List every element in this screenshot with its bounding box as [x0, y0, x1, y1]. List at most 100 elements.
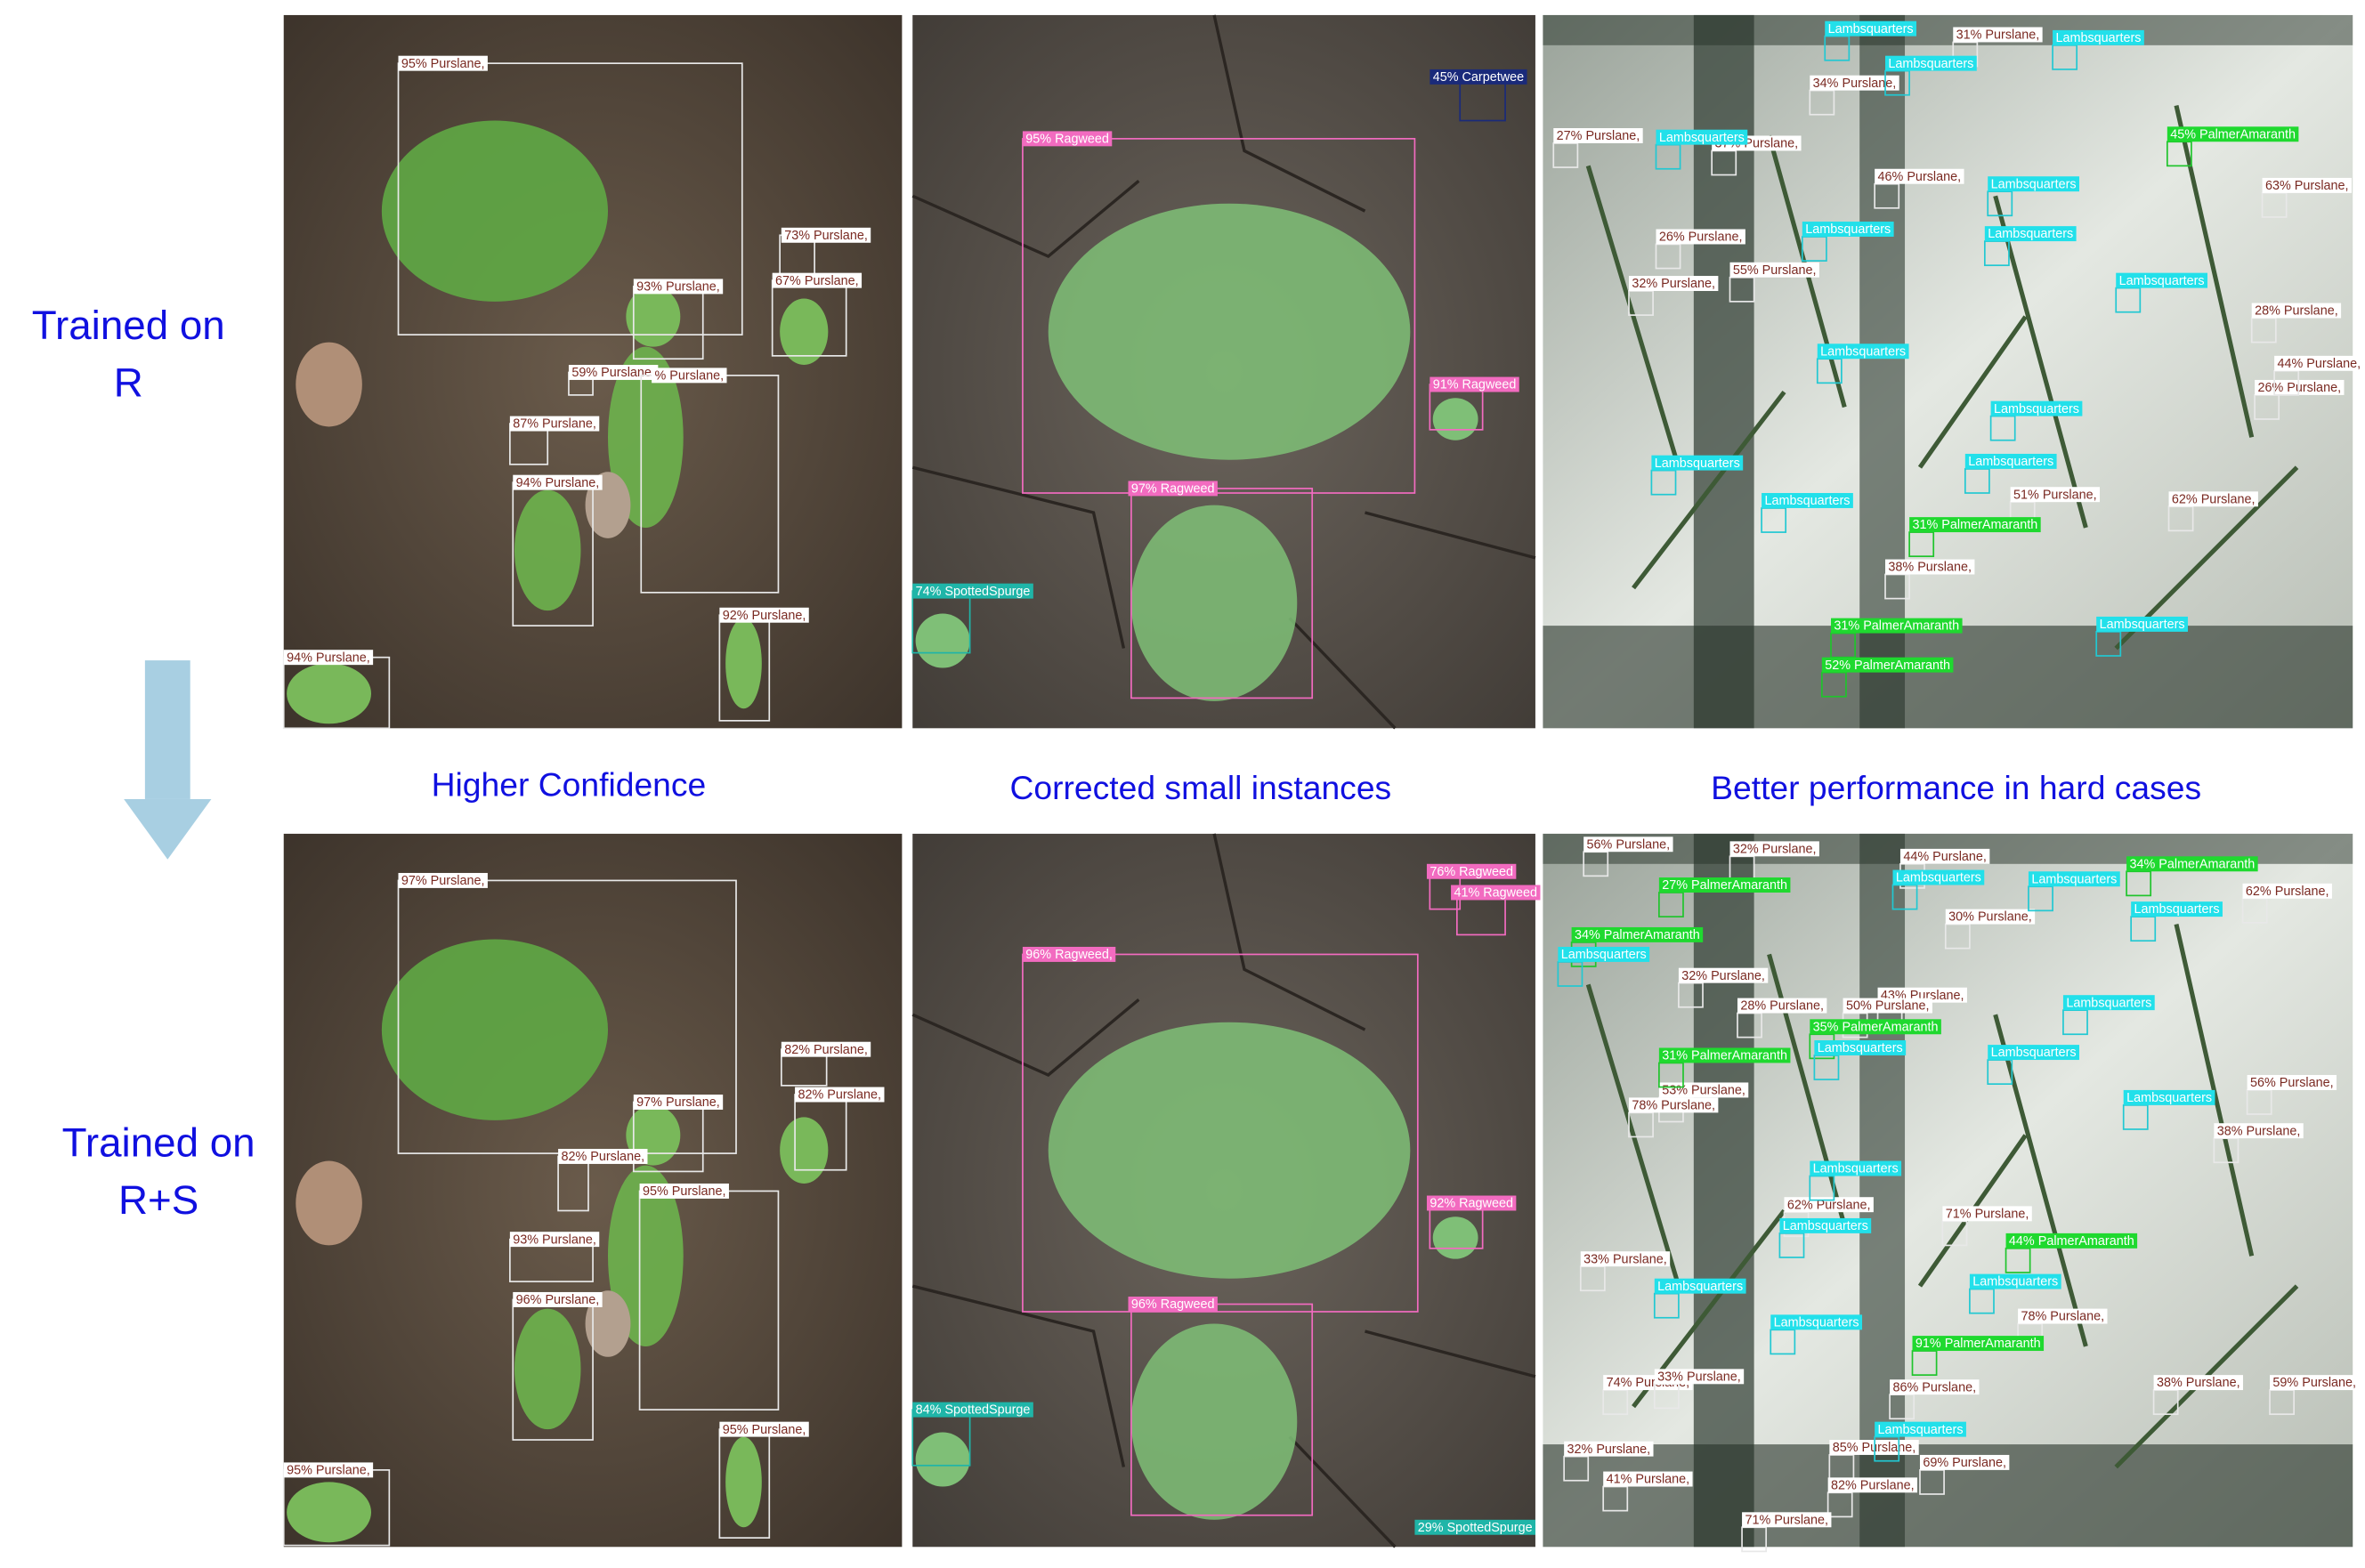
label-background [795, 1087, 885, 1103]
detection: 71% Purslane, [1941, 1206, 2032, 1247]
detection: 45% Carpetwee [1430, 69, 1527, 122]
label-background [1654, 1369, 1745, 1385]
photo [911, 832, 1537, 1548]
detection-label: Lambsquarters [2119, 274, 2205, 288]
detection: Lambsquarters [1650, 455, 1744, 496]
detection: 38% Purslane, [2213, 1123, 2304, 1164]
detection-label: Lambsquarters [1968, 455, 2053, 469]
bounding-box [1821, 671, 1847, 698]
detection-label: 51% Purslane, [2013, 488, 2097, 502]
detection-label: 32% Purslane, [1567, 1443, 1651, 1457]
label-background [2251, 303, 2342, 319]
label-background [1580, 1251, 1671, 1267]
detection-label: 91% Ragweed [1433, 378, 1517, 392]
label-background [1892, 869, 1985, 885]
detection-label: Lambsquarters [1783, 1219, 1868, 1233]
label-background [1810, 75, 1899, 91]
label-background [2262, 177, 2352, 193]
detection-label: 69% Purslane, [1923, 1456, 2006, 1470]
caption: Higher Confidence [432, 766, 707, 804]
detection: 33% Purslane, [1579, 1251, 1671, 1292]
detection-label: 74% SpottedSpurge [916, 585, 1031, 599]
label-background [1875, 1421, 1966, 1437]
label-background [1969, 1273, 2061, 1289]
detection-label: 45% Carpetwee [1433, 70, 1524, 85]
label-background [1831, 618, 1963, 634]
detection-label: 82% Purslane, [798, 1088, 881, 1103]
label-background [1779, 1217, 1872, 1233]
photo [911, 13, 1537, 731]
detection-label: 35% PalmerAmaranth [1813, 1020, 1939, 1034]
label-background [1656, 229, 1745, 245]
label-background [781, 227, 871, 243]
detection-label: 63% Purslane, [2265, 179, 2349, 193]
detection: 94% Purslane, [512, 474, 603, 626]
detection: 32% Purslane, [1563, 1441, 1654, 1482]
detection-label: 27% Purslane, [1557, 129, 1640, 143]
caption: Corrected small instances [1009, 769, 1391, 806]
detection-label: 56% Purslane, [1587, 837, 1671, 852]
detection: Lambsquarters [2052, 29, 2144, 70]
detection: 63% Purslane, [2261, 177, 2352, 218]
label-background [1821, 657, 1954, 673]
label-background [1571, 926, 1704, 942]
detection-label: 44% PalmerAmaranth [2009, 1234, 2134, 1249]
detection-label: 52% PalmerAmaranth [1825, 659, 1950, 673]
detection-label: 32% Purslane, [1681, 969, 1765, 983]
label-background [719, 607, 809, 623]
bounding-box [1130, 1303, 1314, 1516]
detection: 82% Purslane, [780, 1041, 871, 1087]
detection: 28% Purslane, [2250, 303, 2342, 344]
detection: Lambsquarters [1969, 1273, 2061, 1314]
row-label: Trained on [62, 1119, 255, 1165]
label-background [1628, 1097, 1719, 1113]
detection: Lambsquarters [1987, 176, 2079, 217]
label-background [2214, 1123, 2304, 1139]
detection-label: 82% Purslane, [1831, 1478, 1915, 1492]
detection-label: 97% Purslane, [401, 874, 485, 888]
detection: 95% Purslane, [282, 1462, 391, 1547]
label-background [2270, 1375, 2360, 1391]
detection: 76% Ragweed [1426, 863, 1517, 910]
detection: 96% Ragweed [1128, 1297, 1314, 1516]
detection-label: 26% Purslane, [2257, 381, 2341, 395]
detection-label: 31% PalmerAmaranth [1662, 1049, 1787, 1063]
detection: Lambsquarters [1761, 493, 1853, 533]
detection: 95% Purslane, [718, 1421, 809, 1539]
label-background [1426, 863, 1517, 879]
label-background [1810, 1019, 1941, 1035]
detection: 32% Purslane, [1628, 276, 1719, 316]
detection: 84% SpottedSpurge [911, 1402, 1033, 1467]
label-background [1814, 1040, 1907, 1055]
detection: 59% Purslane, [568, 365, 659, 396]
detection: 32% Purslane, [1678, 967, 1769, 1008]
label-background [781, 1041, 871, 1057]
detection: 31% Purslane, [1952, 27, 2043, 68]
label-background [2274, 355, 2364, 371]
label-background [1128, 1297, 1218, 1312]
label-background [1912, 1336, 2045, 1352]
detection-label: Lambsquarters [2031, 872, 2117, 886]
label-background [1885, 559, 1975, 575]
detection-label: 94% Purslane, [516, 476, 600, 490]
label-background [513, 474, 603, 490]
detection: 26% Purslane, [1655, 229, 1745, 270]
detection-label: Lambsquarters [1888, 57, 1973, 71]
label-background [2116, 272, 2208, 288]
label-background [1658, 877, 1791, 893]
detection-label: 31% PalmerAmaranth [1834, 619, 1959, 634]
detection: 87% Purslane, [509, 416, 600, 465]
detection-label: Lambsquarters [1991, 1046, 2077, 1060]
detection: 93% Purslane, [632, 279, 724, 360]
detection-label: Lambsquarters [1994, 402, 2079, 416]
detection: 95% Ragweed [1022, 131, 1416, 494]
label-background [2053, 29, 2144, 45]
label-background [1729, 841, 1819, 857]
detection: Lambsquarters [1987, 1045, 2079, 1085]
label-background [652, 368, 727, 384]
detection-label: 84% SpottedSpurge [916, 1403, 1031, 1418]
label-background [1984, 226, 2077, 242]
detection-label: 78% Purslane, [1632, 1099, 1715, 1113]
label-background [1603, 1471, 1693, 1487]
detection-label: 56% Purslane, [2250, 1076, 2334, 1090]
